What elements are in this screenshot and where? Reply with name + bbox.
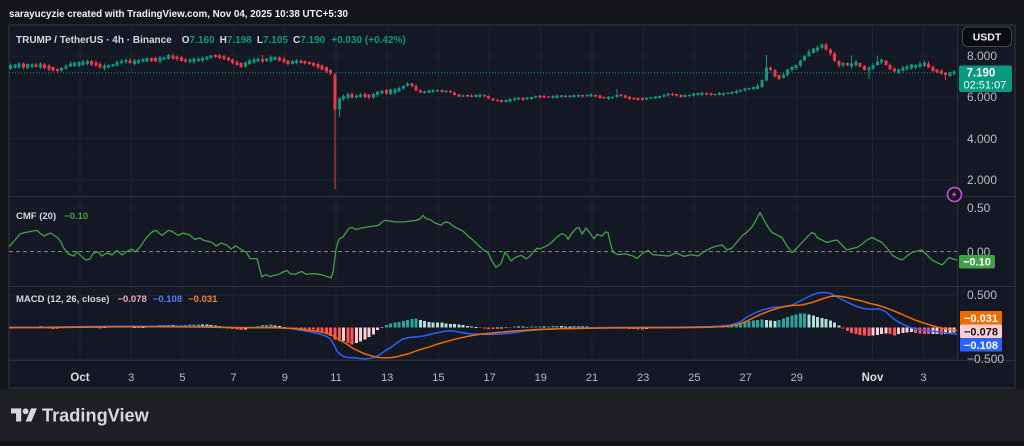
svg-text:27: 27 [739,372,751,384]
svg-text:−0.500: −0.500 [967,352,1004,366]
svg-text:21: 21 [586,372,598,384]
svg-text:7: 7 [231,372,237,384]
svg-text:−0.108: −0.108 [964,340,998,352]
svg-text:15: 15 [432,372,444,384]
svg-text:6.000: 6.000 [967,90,997,104]
svg-text:TradingView: TradingView [42,406,150,426]
svg-text:3: 3 [920,372,926,384]
svg-text:−0.078: −0.078 [964,326,998,338]
svg-text:29: 29 [791,372,803,384]
svg-text:7.190: 7.190 [967,68,996,80]
svg-text:8.000: 8.000 [967,49,997,63]
svg-text:5: 5 [179,372,185,384]
svg-text:13: 13 [381,372,393,384]
svg-text:17: 17 [483,372,495,384]
svg-text:Oct: Oct [70,372,89,384]
svg-text:19: 19 [535,372,547,384]
svg-text:MACD (12, 26, close)−0.078−0.1: MACD (12, 26, close) −0.078 −0.108 −0.031 [16,294,218,305]
svg-text:23: 23 [637,372,649,384]
svg-text:0.500: 0.500 [967,288,997,302]
svg-text:4.000: 4.000 [967,132,997,146]
svg-text:02:51:07: 02:51:07 [964,80,1007,92]
svg-text:−0.031: −0.031 [964,313,998,325]
svg-text:11: 11 [330,372,341,384]
svg-text:−0.10: −0.10 [963,257,991,269]
svg-text:3: 3 [128,372,134,384]
svg-text:2.000: 2.000 [967,173,997,187]
svg-text:0.50: 0.50 [967,201,991,215]
svg-text:TRUMP / TetherUS · 4h · Binanc: TRUMP / TetherUS · 4h · Binance O7.160 H7.… [16,35,406,46]
svg-text:25: 25 [688,372,700,384]
svg-text:USDT: USDT [973,32,1002,44]
svg-text:9: 9 [282,372,288,384]
svg-text:Nov: Nov [862,372,884,384]
svg-text:sarayucyzie created with Tradi: sarayucyzie created with TradingView.com… [9,9,349,20]
svg-text:CMF (20)−0.10: CMF (20) −0.10 [16,211,88,222]
